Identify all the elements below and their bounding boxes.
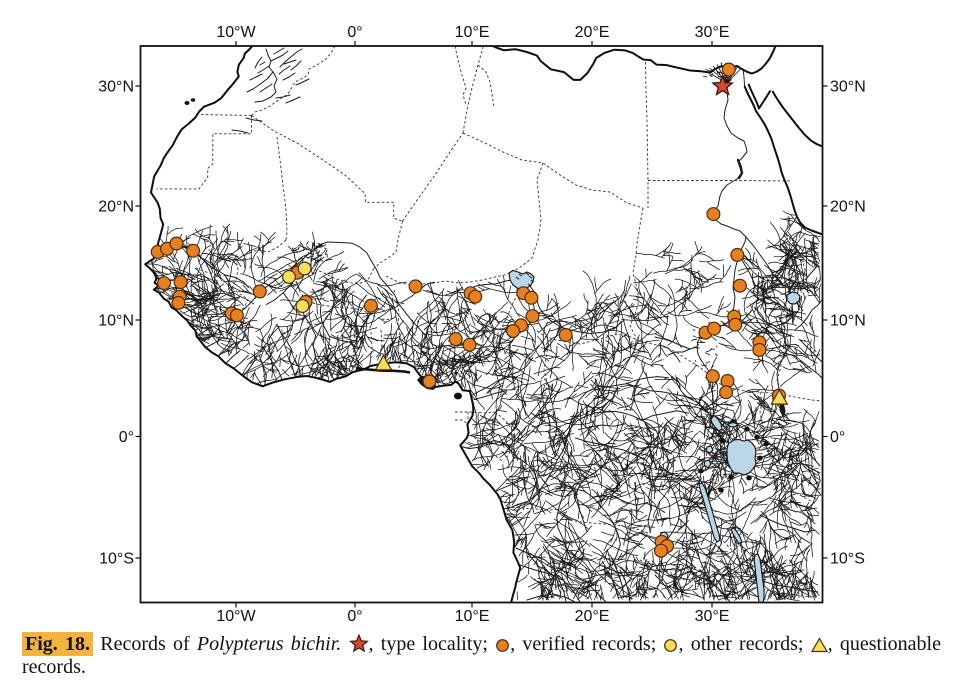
svg-text:0°: 0°: [830, 429, 845, 446]
svg-text:0°: 0°: [347, 24, 362, 41]
svg-text:20°N: 20°N: [830, 199, 866, 216]
svg-text:30°N: 30°N: [830, 79, 866, 96]
svg-text:10°E: 10°E: [455, 608, 490, 625]
svg-text:10°S: 10°S: [99, 551, 134, 568]
svg-text:10°W: 10°W: [216, 608, 256, 625]
svg-text:10°E: 10°E: [455, 24, 490, 41]
svg-text:20°E: 20°E: [575, 608, 610, 625]
svg-text:10°S: 10°S: [830, 551, 865, 568]
svg-text:30°E: 30°E: [695, 24, 730, 41]
svg-text:10°N: 10°N: [98, 313, 134, 330]
svg-text:0°: 0°: [347, 608, 362, 625]
svg-text:10°W: 10°W: [216, 24, 256, 41]
svg-text:30°E: 30°E: [695, 608, 730, 625]
svg-text:0°: 0°: [119, 429, 134, 446]
svg-text:30°N: 30°N: [98, 79, 134, 96]
svg-text:10°N: 10°N: [830, 313, 866, 330]
svg-text:20°N: 20°N: [98, 199, 134, 216]
svg-text:20°E: 20°E: [575, 24, 610, 41]
